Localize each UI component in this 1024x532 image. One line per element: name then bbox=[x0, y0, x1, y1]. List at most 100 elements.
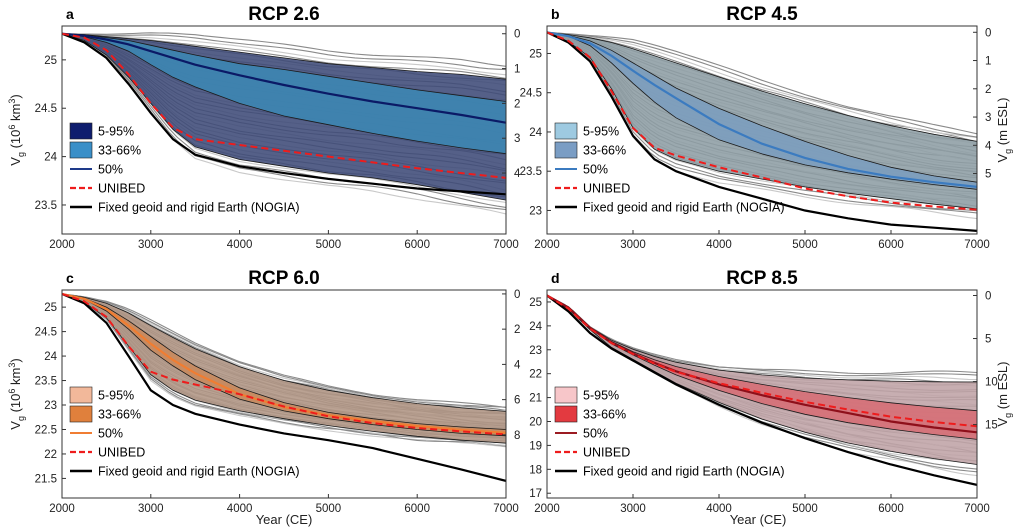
x-tick-label: 4000 bbox=[227, 239, 253, 251]
legend-label: 5-95% bbox=[98, 125, 134, 139]
legend-label: 50% bbox=[98, 427, 123, 441]
panel-letter: a bbox=[66, 6, 74, 22]
x-tick-label: 5000 bbox=[792, 503, 818, 515]
band-33-66 bbox=[62, 33, 506, 155]
band-5-95 bbox=[62, 293, 506, 444]
right-tick-label: 0 bbox=[985, 290, 991, 302]
ensemble-line bbox=[62, 293, 506, 408]
legend-swatch bbox=[69, 122, 93, 140]
y-tick-label: 23 bbox=[529, 205, 542, 217]
plot-area-c bbox=[62, 292, 506, 482]
ensemble-line bbox=[547, 295, 977, 381]
nogia-line bbox=[547, 31, 977, 232]
y-axis-label-part: 3 bbox=[7, 363, 17, 368]
legend-label: UNIBED bbox=[98, 182, 145, 196]
legend-label: 33-66% bbox=[98, 408, 141, 422]
right-tick-label: 0 bbox=[514, 289, 520, 301]
right-tick-label: 2 bbox=[514, 324, 520, 336]
legend: 5-95% 33-66% 50% UNIBED Fixed geoid and rigi… bbox=[69, 386, 299, 479]
ensemble-line bbox=[547, 31, 977, 143]
y-tick-label: 24 bbox=[529, 321, 542, 333]
y-tick-label: 17 bbox=[529, 488, 542, 500]
panel-title: RCP 8.5 bbox=[726, 268, 798, 289]
legend-swatch bbox=[69, 386, 93, 404]
y-tick-label: 23.5 bbox=[35, 200, 57, 212]
legend-swatch bbox=[554, 386, 578, 404]
panels: 2000 3000 4000 5000 6000 700023.52424.5250123… bbox=[7, 4, 1013, 515]
panel-letter: d bbox=[551, 270, 560, 286]
legend: 5-95% 33-66% 50% UNIBED Fixed geoid and rigi… bbox=[69, 122, 299, 215]
x-tick-label: 2000 bbox=[534, 239, 560, 251]
legend-label: 33-66% bbox=[583, 144, 626, 158]
ensemble-line bbox=[62, 33, 506, 208]
right-axis-label-part: V bbox=[995, 153, 1010, 162]
y-tick-label: 25 bbox=[529, 297, 542, 309]
ensemble-line bbox=[62, 293, 506, 448]
x-tick-label: 5000 bbox=[316, 239, 342, 251]
y-axis-label: Vg (106 km3) bbox=[7, 358, 26, 429]
ensemble-line bbox=[62, 32, 506, 67]
right-tick-label: 4 bbox=[985, 140, 992, 152]
legend-label: Fixed geoid and rigid Earth (NOGIA) bbox=[98, 201, 299, 215]
y-tick-label: 24 bbox=[529, 127, 542, 139]
legend-label: 5-95% bbox=[583, 389, 619, 403]
right-axis-label-part: (m ESL) bbox=[995, 98, 1010, 149]
legend-swatch bbox=[554, 405, 578, 423]
y-tick-label: 25 bbox=[44, 55, 57, 67]
y-axis-label-part: V bbox=[8, 421, 23, 430]
x-tick-label: 3000 bbox=[620, 503, 646, 515]
y-axis-label-part: km bbox=[8, 368, 23, 389]
legend-swatch bbox=[554, 141, 578, 159]
y-tick-label: 24.5 bbox=[35, 327, 57, 339]
ensemble-line bbox=[62, 33, 506, 76]
axes-frame bbox=[61, 289, 507, 499]
legend-label: 5-95% bbox=[98, 389, 134, 403]
x-tick-label: 7000 bbox=[493, 503, 519, 515]
plot-area-a bbox=[62, 32, 506, 215]
legend-swatch bbox=[69, 141, 93, 159]
axes-frame bbox=[546, 289, 978, 499]
ensemble-line bbox=[547, 295, 977, 377]
legend-label: 50% bbox=[98, 163, 123, 177]
y-tick-label: 18 bbox=[529, 464, 542, 476]
right-tick-label: 0 bbox=[985, 27, 991, 39]
right-tick-label: 8 bbox=[514, 430, 520, 442]
median-line bbox=[547, 31, 977, 188]
x-tick-label: 2000 bbox=[534, 503, 560, 515]
y-axis-label: Vg (106 km3) bbox=[7, 94, 26, 165]
y-axis-label-part: V bbox=[8, 157, 23, 166]
y-tick-label: 24 bbox=[44, 152, 57, 164]
band-33-66 bbox=[547, 295, 977, 440]
panel-letter: c bbox=[66, 270, 74, 286]
panel-b: 2000 3000 4000 5000 6000 70002323.52424.52501… bbox=[520, 4, 1013, 251]
right-tick-label: 15 bbox=[985, 420, 998, 432]
y-axis-label-part: (10 bbox=[8, 130, 23, 152]
y-tick-label: 23.5 bbox=[520, 166, 542, 178]
ensemble-line bbox=[547, 31, 977, 138]
y-tick-label: 19 bbox=[529, 440, 542, 452]
y-tick-label: 23.5 bbox=[35, 376, 57, 388]
y-axis-label-part: km bbox=[8, 104, 23, 125]
ensemble-line bbox=[62, 293, 506, 409]
ensemble-line bbox=[62, 33, 506, 211]
unibed-line bbox=[62, 32, 506, 179]
right-tick-label: 10 bbox=[985, 377, 998, 389]
y-axis-label-part: g bbox=[16, 416, 26, 421]
right-tick-label: 6 bbox=[514, 395, 520, 407]
right-tick-label: 3 bbox=[985, 112, 991, 124]
right-tick-label: 0 bbox=[514, 29, 520, 41]
ensemble-line bbox=[547, 31, 977, 138]
ensemble-line bbox=[547, 31, 977, 135]
legend: 5-95% 33-66% 50% UNIBED Fixed geoid and rigi… bbox=[554, 386, 784, 479]
panel-letter: b bbox=[551, 6, 560, 22]
x-tick-label: 2000 bbox=[49, 239, 75, 251]
x-tick-label: 7000 bbox=[493, 239, 519, 251]
x-tick-label: 6000 bbox=[404, 239, 430, 251]
legend-label: 33-66% bbox=[98, 144, 141, 158]
legend-label: UNIBED bbox=[583, 446, 630, 460]
panel-title: RCP 6.0 bbox=[248, 268, 319, 289]
x-axis-label-left: Year (CE) bbox=[256, 512, 313, 527]
y-tick-label: 24 bbox=[44, 351, 57, 363]
unibed-line bbox=[62, 292, 506, 436]
